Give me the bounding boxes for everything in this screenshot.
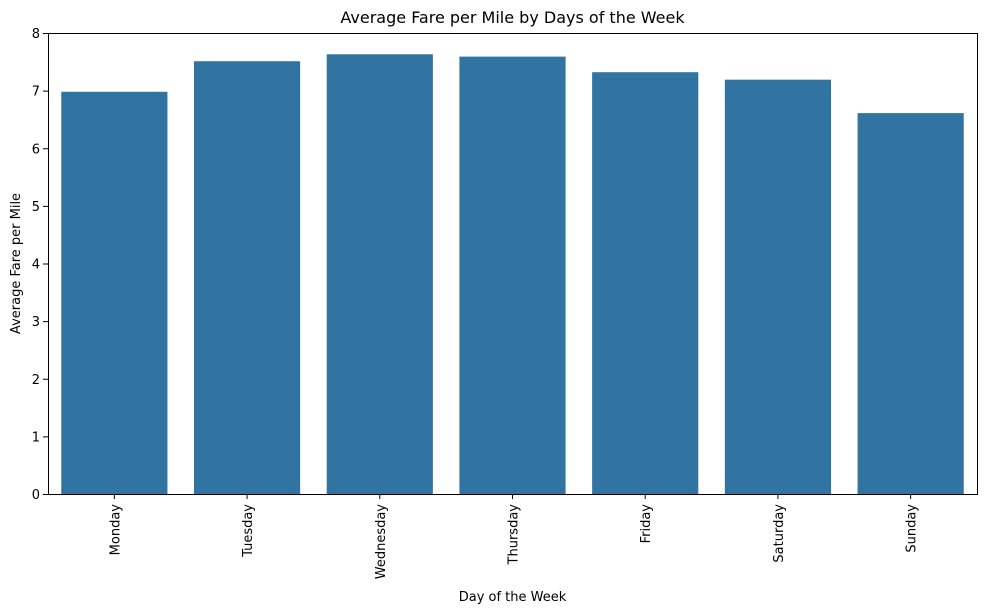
x-tick-label-wednesday: Wednesday: [374, 504, 389, 580]
bar-monday: [61, 91, 168, 494]
chart-title: Average Fare per Mile by Days of the Wee…: [340, 8, 685, 27]
x-tick-label-thursday: Thursday: [507, 504, 522, 566]
bar-sunday: [857, 113, 964, 494]
y-tick-label: 5: [32, 200, 40, 215]
plot-frame: [48, 33, 978, 495]
y-tick-label: 8: [32, 27, 40, 42]
x-tick-label-tuesday: Tuesday: [241, 504, 256, 558]
x-tick-label-friday: Friday: [639, 504, 654, 544]
y-tick-label: 6: [32, 142, 40, 157]
bar-tuesday: [193, 61, 301, 495]
bar-saturday: [724, 79, 832, 495]
bars-group: [61, 54, 964, 495]
x-tick-label-saturday: Saturday: [772, 504, 787, 563]
y-axis-ticks: 0 1 2 3 4 5 6 7 8: [32, 27, 48, 503]
bar-wednesday: [326, 54, 433, 494]
y-tick-label: 2: [32, 373, 40, 388]
y-axis-label: Average Fare per Mile: [9, 193, 24, 334]
y-tick-label: 0: [32, 488, 40, 503]
x-tick-label-monday: Monday: [108, 504, 123, 556]
x-axis-ticks: Monday Tuesday Wednesday Thursday Friday Satu…: [108, 494, 920, 580]
y-tick-label: 7: [32, 85, 40, 100]
x-tick-label-sunday: Sunday: [905, 504, 920, 553]
y-tick-label: 3: [32, 315, 40, 330]
y-tick-label: 1: [32, 430, 40, 445]
y-tick-label: 4: [32, 258, 40, 273]
bar-thursday: [459, 56, 566, 494]
x-axis-label: Day of the Week: [459, 590, 567, 605]
bar-friday: [592, 72, 699, 494]
